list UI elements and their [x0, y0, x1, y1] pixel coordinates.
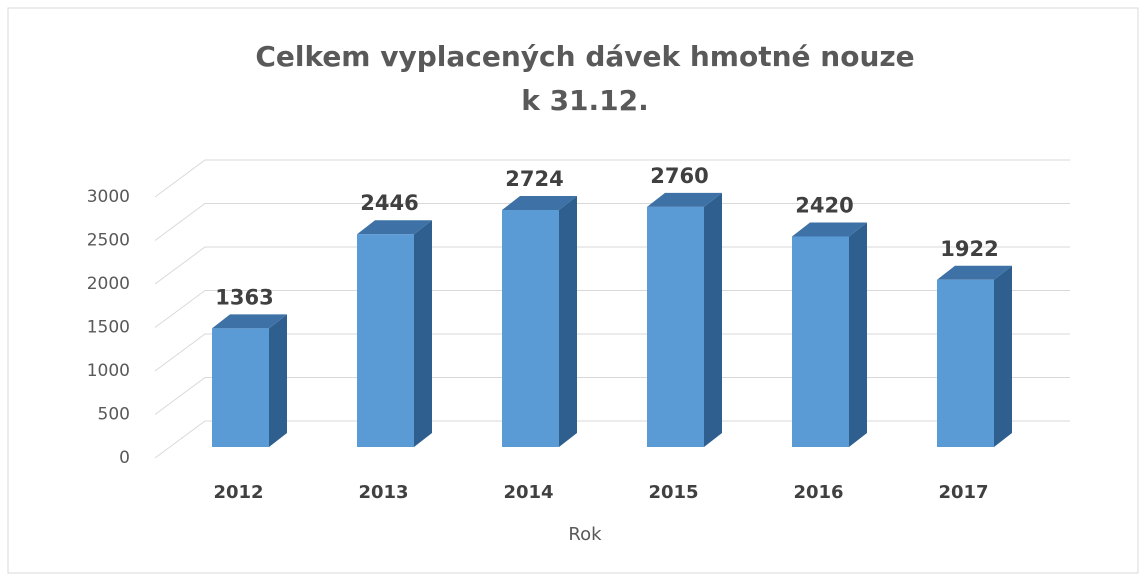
- grid-line: [154, 420, 1070, 459]
- bar-top: [212, 314, 287, 329]
- bar-top: [502, 196, 577, 211]
- value-label: 1363: [215, 285, 273, 309]
- bar-top: [792, 222, 867, 237]
- bar: [357, 234, 414, 447]
- bar-side: [414, 220, 432, 447]
- y-tick-label: 2000: [87, 274, 130, 294]
- bar-side: [994, 265, 1012, 447]
- grid-line: [154, 203, 1070, 241]
- bar: [792, 236, 849, 447]
- grid-line: [154, 290, 1070, 328]
- value-label: 2420: [795, 193, 853, 217]
- value-label: 2446: [360, 191, 418, 215]
- grid-line: [154, 246, 1070, 285]
- bar-side: [704, 192, 722, 447]
- grid-line: [154, 333, 1070, 372]
- x-tick-label: 2014: [503, 482, 553, 503]
- bar-top: [357, 220, 432, 235]
- value-label: 2724: [505, 167, 563, 191]
- grid-line: [154, 159, 1070, 198]
- y-tick-label: 3000: [87, 187, 130, 207]
- y-tick-label: 2500: [87, 231, 130, 251]
- bar-top: [647, 192, 722, 207]
- chart-subtitle: k 31.12.: [521, 84, 649, 117]
- bar-top: [937, 265, 1012, 280]
- value-label: 1922: [940, 237, 998, 261]
- bar-side: [849, 222, 867, 447]
- x-tick-label: 2015: [648, 482, 698, 503]
- y-tick-label: 0: [119, 448, 130, 468]
- bar: [212, 328, 269, 447]
- y-tick-label: 500: [98, 405, 130, 425]
- bar-side: [559, 196, 577, 447]
- x-tick-label: 2016: [793, 482, 843, 503]
- x-tick-label: 2012: [213, 482, 263, 503]
- value-label: 2760: [650, 164, 708, 188]
- grid-line: [154, 377, 1070, 415]
- chart-title: Celkem vyplacených dávek hmotné nouze: [255, 40, 914, 73]
- x-tick-label: 2013: [358, 482, 408, 503]
- y-tick-label: 1500: [87, 318, 130, 338]
- y-tick-label: 1000: [87, 361, 130, 381]
- bar: [937, 279, 994, 447]
- bar-side: [269, 314, 287, 447]
- x-axis-label: Rok: [568, 524, 602, 545]
- bar: [502, 210, 559, 447]
- x-tick-label: 2017: [938, 482, 988, 503]
- bar: [647, 206, 704, 447]
